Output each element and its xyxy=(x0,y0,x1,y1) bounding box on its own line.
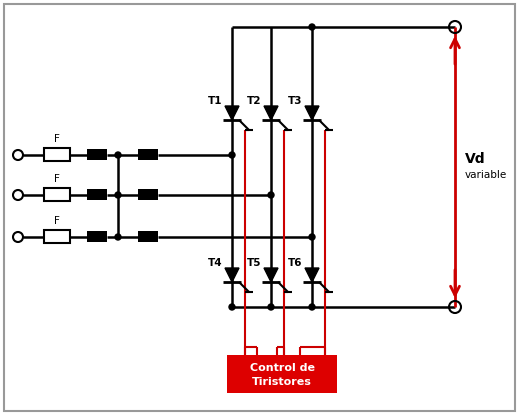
Text: F: F xyxy=(54,174,60,184)
Text: T1: T1 xyxy=(208,96,222,106)
Polygon shape xyxy=(225,268,239,282)
Circle shape xyxy=(115,152,121,158)
Circle shape xyxy=(229,304,235,310)
Text: T4: T4 xyxy=(208,258,222,268)
Bar xyxy=(44,230,70,244)
Text: Vd: Vd xyxy=(465,152,486,166)
Circle shape xyxy=(115,234,121,240)
Polygon shape xyxy=(225,106,239,120)
Bar xyxy=(138,149,158,161)
Bar xyxy=(44,188,70,202)
Circle shape xyxy=(115,192,121,198)
Polygon shape xyxy=(305,268,319,282)
Circle shape xyxy=(309,234,315,240)
Text: T2: T2 xyxy=(247,96,261,106)
Text: F: F xyxy=(54,134,60,144)
Bar xyxy=(227,355,337,393)
Text: F: F xyxy=(54,216,60,226)
Bar xyxy=(138,232,158,242)
Text: Control de: Control de xyxy=(250,363,315,374)
Text: T6: T6 xyxy=(288,258,302,268)
Text: T5: T5 xyxy=(247,258,261,268)
Circle shape xyxy=(268,192,274,198)
Text: Tiristores: Tiristores xyxy=(252,377,312,387)
Bar xyxy=(44,149,70,161)
Circle shape xyxy=(268,304,274,310)
Polygon shape xyxy=(305,106,319,120)
Bar xyxy=(87,190,107,200)
Bar xyxy=(87,232,107,242)
Bar xyxy=(87,149,107,161)
Text: T3: T3 xyxy=(288,96,302,106)
Polygon shape xyxy=(264,106,278,120)
Circle shape xyxy=(309,24,315,30)
Bar xyxy=(138,190,158,200)
Circle shape xyxy=(229,152,235,158)
Text: variable: variable xyxy=(465,170,507,180)
Circle shape xyxy=(309,304,315,310)
Polygon shape xyxy=(264,268,278,282)
